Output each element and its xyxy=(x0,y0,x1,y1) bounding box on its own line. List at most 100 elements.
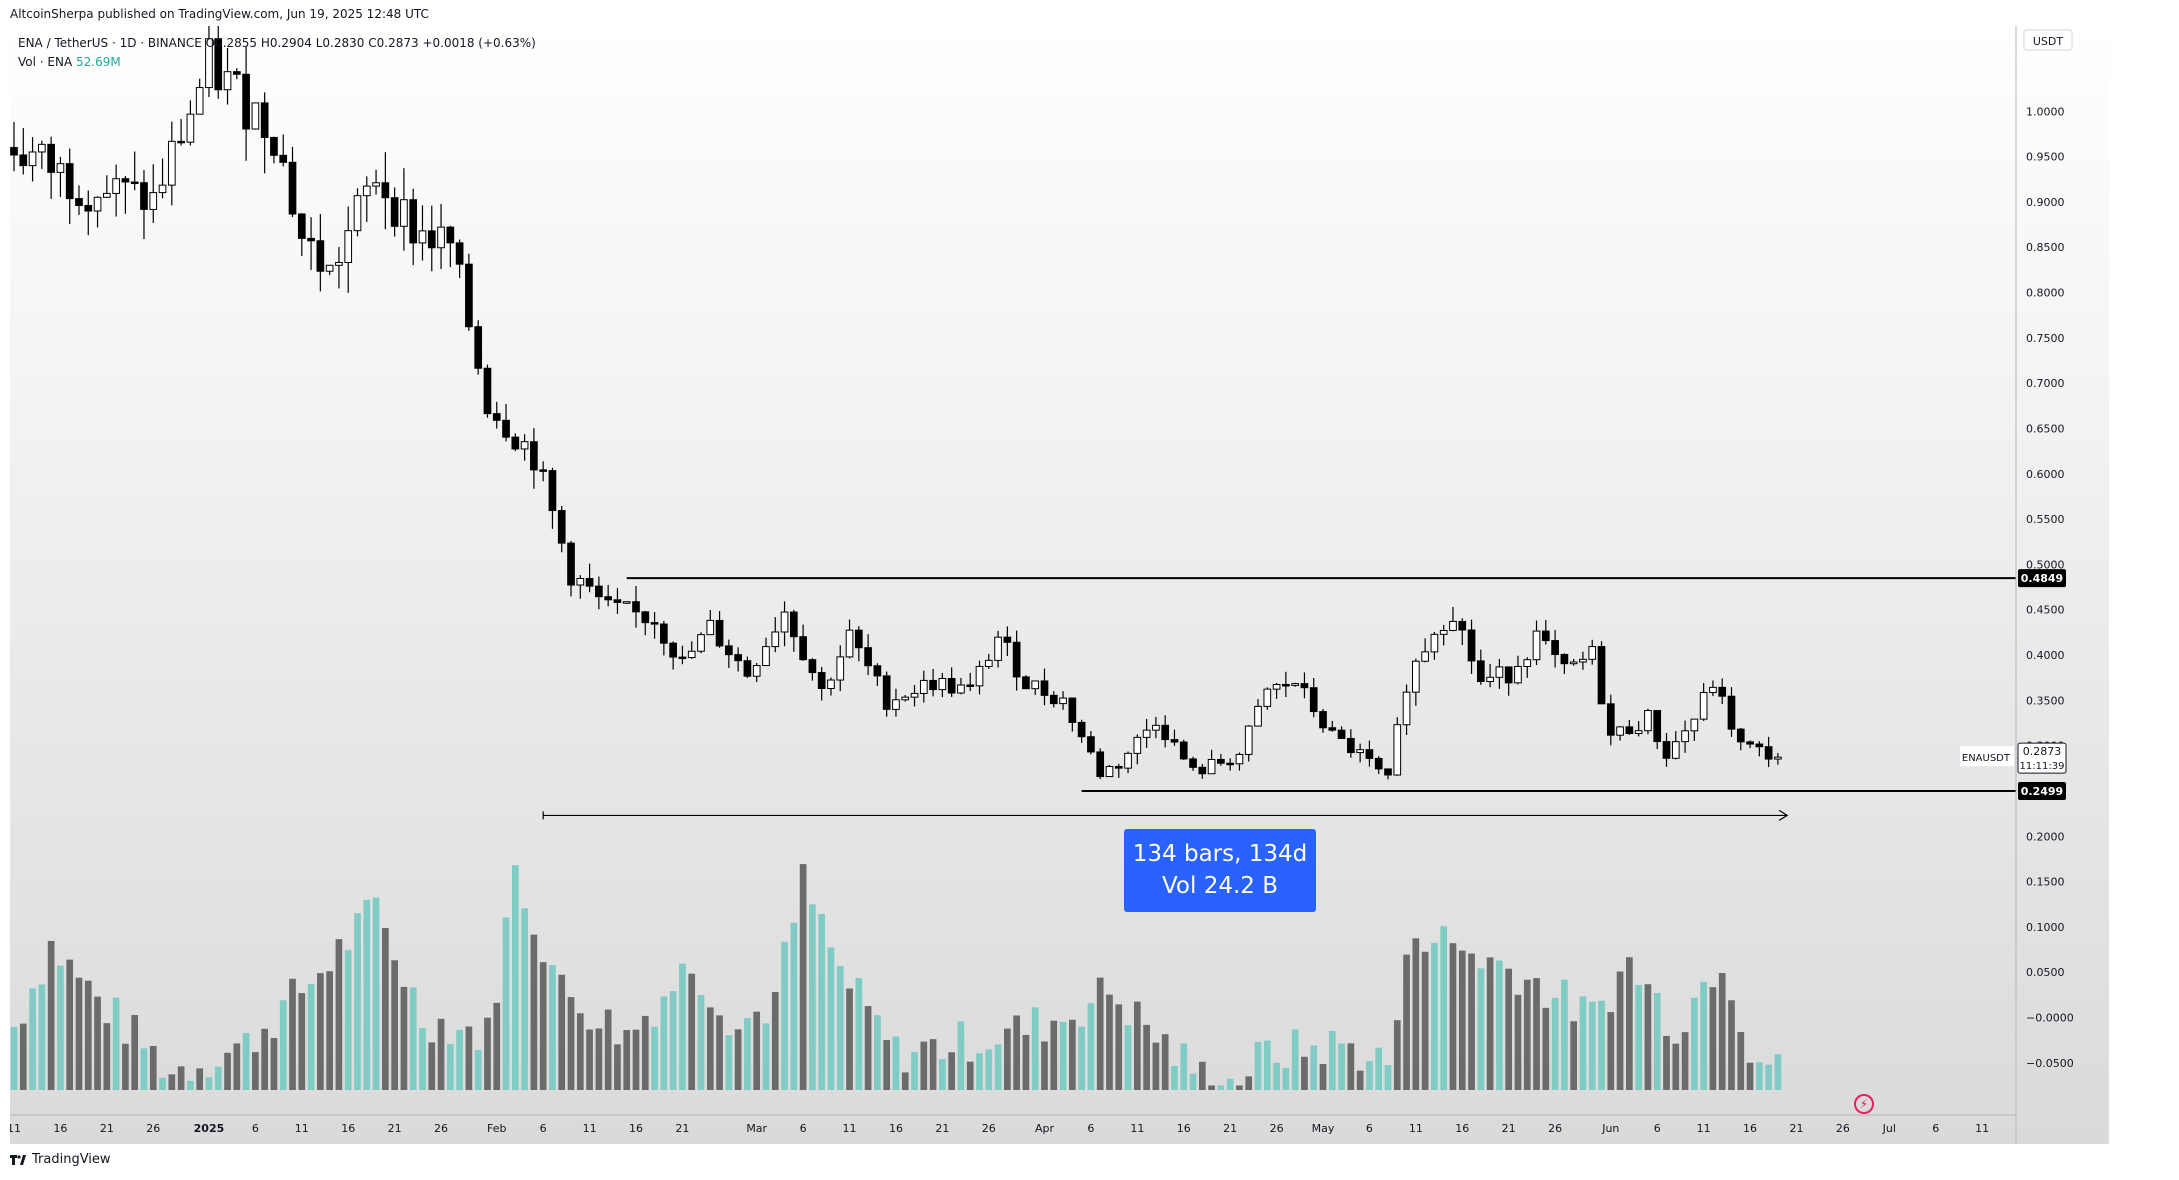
candle-up xyxy=(994,636,1002,661)
candle-down xyxy=(47,143,55,173)
price-tick-label: −0.0000 xyxy=(2026,1012,2074,1025)
time-tick-label: 11 xyxy=(1130,1122,1144,1135)
volume-bar xyxy=(354,913,361,1090)
candle-down xyxy=(1179,741,1188,760)
price-tick-label: 0.9500 xyxy=(2026,151,2065,164)
candle-down xyxy=(1736,728,1745,743)
measure-label-box[interactable]: 134 bars, 134d Vol 24.2 B xyxy=(1124,829,1316,912)
candle-up xyxy=(1272,683,1281,690)
candle-down xyxy=(743,660,752,677)
volume-bar xyxy=(1022,1034,1030,1090)
volume-bar xyxy=(511,865,519,1090)
time-tick-label: 11 xyxy=(583,1122,597,1135)
candle-up xyxy=(1690,718,1699,732)
time-tick-label: 6 xyxy=(1932,1122,1939,1135)
volume-bar xyxy=(1124,1025,1132,1090)
candle-up xyxy=(520,441,529,450)
resistance-tag-text: 0.4849 xyxy=(2021,572,2063,585)
candle-down xyxy=(232,71,241,75)
volume-bar xyxy=(75,977,83,1090)
volume-bar xyxy=(604,1009,612,1090)
currency-button[interactable] xyxy=(2023,29,2073,51)
price-tick-label: 0.6000 xyxy=(2026,468,2065,481)
candle-down xyxy=(641,611,650,624)
candle-up xyxy=(1671,741,1680,759)
candle-down xyxy=(1476,660,1485,682)
volume-bar xyxy=(1496,960,1503,1090)
candle-down xyxy=(882,675,891,710)
measure-arrow-head xyxy=(1778,809,1789,821)
volume-bar xyxy=(725,1035,733,1090)
volume-bar xyxy=(1328,1031,1336,1090)
volume-bar xyxy=(446,1043,454,1090)
candle-up xyxy=(167,140,176,186)
candle-up xyxy=(1616,726,1624,736)
candle-down xyxy=(1217,758,1225,764)
volume-bar xyxy=(177,1066,185,1090)
candle-up xyxy=(1699,692,1708,720)
candle-down xyxy=(1384,768,1392,776)
volume-bar xyxy=(1551,997,1559,1090)
volume-bar xyxy=(911,1051,918,1090)
candle-up xyxy=(362,185,371,197)
candle-up xyxy=(697,634,705,652)
currency-label[interactable]: USDT xyxy=(2033,35,2064,48)
chart-canvas[interactable]: USDT 1.0000 0.9500 0.9000 0.8500 0.8000 0.7500… xyxy=(10,26,2109,1144)
volume-bar xyxy=(1319,1063,1327,1090)
volume-bar xyxy=(1561,979,1568,1090)
volume-bar xyxy=(1059,1021,1067,1090)
volume-bar xyxy=(29,988,36,1090)
candle-up xyxy=(205,38,213,89)
volume-bar xyxy=(363,899,371,1090)
measure-volume: Vol 24.2 B xyxy=(1161,873,1279,899)
volume-bar xyxy=(929,1039,937,1090)
candle-down xyxy=(1727,695,1736,730)
volume-bar xyxy=(66,959,74,1090)
time-tick-label: 11 xyxy=(295,1122,309,1135)
time-tick-label: 11 xyxy=(1697,1122,1711,1135)
lightning-icon[interactable]: ⚡ xyxy=(1854,1094,1874,1114)
price-tick-label: 1.0000 xyxy=(2026,105,2065,118)
volume-bar xyxy=(1087,1003,1095,1090)
candle-down xyxy=(381,182,390,199)
volume-bar xyxy=(1663,1035,1670,1090)
time-tick-label: Apr xyxy=(1035,1122,1055,1135)
volume-bar xyxy=(1115,1004,1123,1090)
volume-bar xyxy=(1477,968,1485,1090)
volume-bar xyxy=(641,1015,649,1090)
volume-bar xyxy=(233,1043,241,1090)
candle-up xyxy=(1569,661,1578,665)
volume-bar xyxy=(1106,994,1113,1090)
candle-down xyxy=(557,510,566,544)
volume-bar xyxy=(892,1036,900,1090)
volume-bar xyxy=(1291,1029,1299,1090)
volume-bar xyxy=(1004,1028,1011,1090)
time-tick-label: 16 xyxy=(53,1122,67,1135)
candle-down xyxy=(947,678,956,694)
candle-up xyxy=(1152,724,1160,731)
candle-up xyxy=(335,261,343,266)
time-tick-label: 11 xyxy=(843,1122,857,1135)
volume-bar xyxy=(38,984,46,1090)
price-tick-label: 0.4500 xyxy=(2026,604,2065,617)
time-tick-label: 6 xyxy=(1654,1122,1661,1135)
last-price-text: 0.2873 xyxy=(2023,745,2062,758)
candle-up xyxy=(344,230,353,263)
time-tick-label: 26 xyxy=(146,1122,160,1135)
time-tick-label: 6 xyxy=(540,1122,547,1135)
support-tag xyxy=(2018,782,2066,801)
price-tick-label: 0.5000 xyxy=(2026,558,2065,571)
legend-volume-label[interactable]: Vol · ENA xyxy=(18,55,73,69)
volume-bar xyxy=(1774,1054,1782,1090)
price-tick-label: −0.0500 xyxy=(2026,1057,2074,1070)
legend-symbol[interactable]: ENA / TetherUS · 1D · BINANCE xyxy=(18,36,202,50)
volume-bar xyxy=(836,966,844,1090)
candle-up xyxy=(372,182,380,187)
volume-bar xyxy=(818,913,826,1090)
volume-bar xyxy=(1041,1041,1048,1090)
chart-background xyxy=(10,26,2109,1144)
candle-down xyxy=(1653,710,1662,743)
legend-volume-value: 52.69M xyxy=(76,55,121,69)
volume-bar xyxy=(1598,1000,1605,1090)
candle-down xyxy=(409,199,418,244)
